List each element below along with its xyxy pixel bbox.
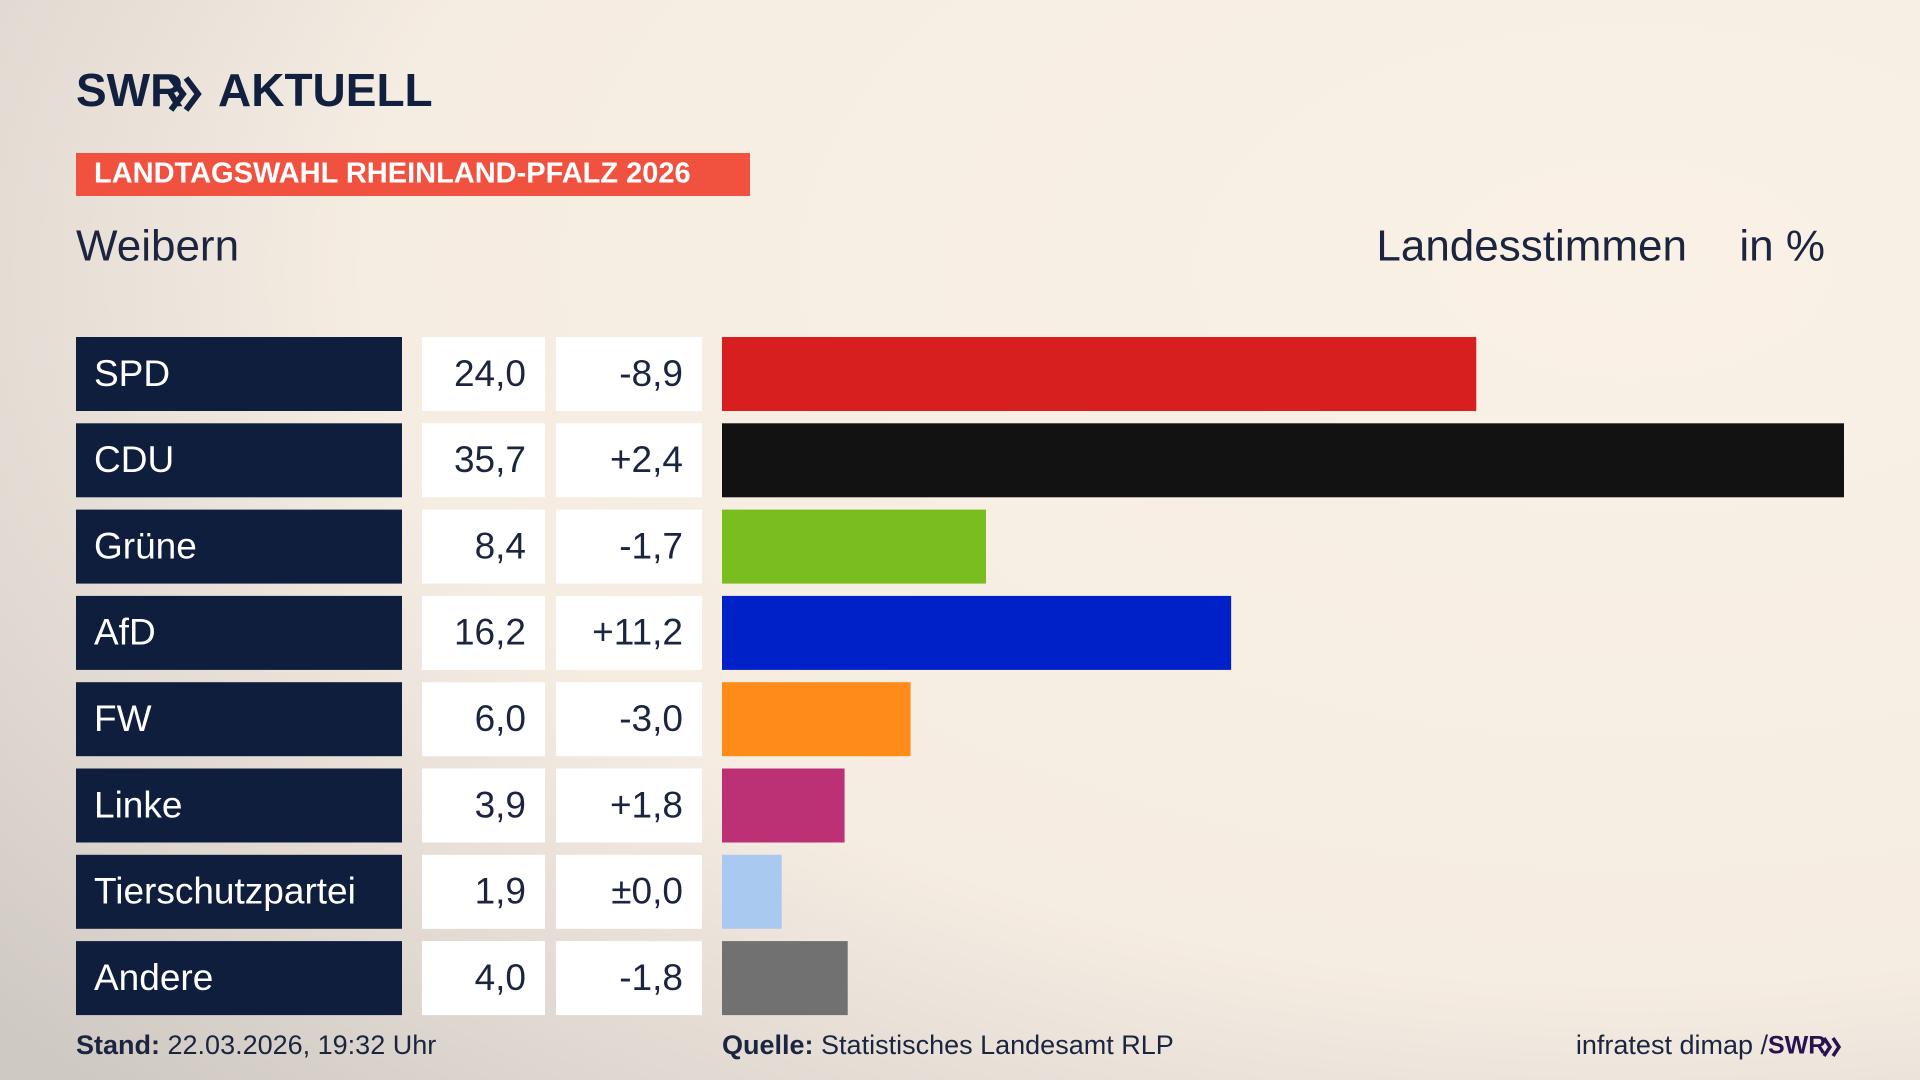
party-box — [76, 854, 402, 929]
bar — [722, 595, 1232, 670]
footer-stand: Stand: 22.03.2026, 19:32 Uhr — [76, 1030, 436, 1060]
change-box — [556, 941, 702, 1016]
party-name: Andere — [94, 957, 213, 998]
bar — [722, 509, 986, 584]
value-box — [422, 682, 545, 757]
value-label: 24,0 — [454, 353, 526, 394]
value-label: 1,9 — [475, 871, 526, 912]
change-box — [556, 337, 702, 411]
change-box — [556, 423, 702, 498]
change-box — [556, 509, 702, 584]
party-name: FW — [94, 698, 152, 739]
value-box — [422, 595, 545, 670]
badge-text: LANDTAGSWAHL RHEINLAND-PFALZ 2026 — [94, 158, 691, 190]
change-box — [556, 768, 702, 843]
change-label: -8,9 — [619, 353, 683, 394]
value-label: 35,7 — [454, 439, 526, 480]
logo-chevrons — [168, 76, 202, 112]
value-box — [422, 941, 545, 1016]
measure: Landesstimmen — [1376, 222, 1687, 271]
change-label: +2,4 — [610, 439, 683, 480]
bar — [722, 337, 1477, 411]
value-box — [422, 768, 545, 843]
bar — [722, 423, 1844, 498]
credit: infratest dimap / — [1576, 1030, 1769, 1060]
party-name: AfD — [94, 612, 156, 653]
change-label: -1,8 — [619, 957, 683, 998]
source: Statistisches Landesamt RLP — [821, 1030, 1174, 1060]
bar — [722, 854, 782, 929]
bar — [722, 682, 911, 757]
rows: SPD 24,0 -8,9 CDU 35,7 +2,4 Grüne 8,4 -1,7 AfD 16,… — [76, 337, 1844, 1016]
credit-chevrons — [1822, 1037, 1842, 1057]
bar — [722, 768, 845, 843]
footer-source: Quelle: Statistisches Landesamt RLP — [722, 1030, 1174, 1060]
value-box — [422, 854, 545, 929]
value-label: 8,4 — [475, 525, 526, 566]
party-name: CDU — [94, 439, 174, 480]
bar — [722, 941, 848, 1016]
change-label: ±0,0 — [611, 871, 683, 912]
logo-brand: SWR — [76, 64, 183, 116]
credit-brand: SWR — [1768, 1032, 1826, 1060]
source-label: Quelle: — [722, 1030, 814, 1060]
unit: in % — [1739, 222, 1825, 271]
stand-label: Stand: — [76, 1030, 160, 1060]
change-label: +1,8 — [610, 784, 683, 825]
party-box — [76, 595, 402, 670]
change-box — [556, 682, 702, 757]
change-box — [556, 595, 702, 670]
party-box — [76, 337, 402, 411]
party-box — [76, 509, 402, 584]
logo-title: AKTUELL — [218, 64, 433, 116]
party-box — [76, 768, 402, 843]
location: Weibern — [76, 222, 239, 271]
badge — [76, 153, 750, 196]
change-label: -1,7 — [619, 525, 683, 566]
party-name: Linke — [94, 784, 182, 825]
change-box — [556, 854, 702, 929]
party-box — [76, 682, 402, 757]
value-box — [422, 337, 545, 411]
party-box — [76, 423, 402, 498]
value-box — [422, 509, 545, 584]
party-name: Tierschutzpartei — [94, 871, 356, 912]
change-label: +11,2 — [592, 612, 683, 653]
value-label: 4,0 — [475, 957, 526, 998]
change-label: -3,0 — [619, 698, 683, 739]
party-name: SPD — [94, 353, 170, 394]
stand: 22.03.2026, 19:32 Uhr — [168, 1030, 437, 1060]
value-label: 16,2 — [454, 612, 526, 653]
party-box — [76, 941, 402, 1016]
party-name: Grüne — [94, 525, 197, 566]
value-label: 3,9 — [475, 784, 526, 825]
value-label: 6,0 — [475, 698, 526, 739]
value-box — [422, 423, 545, 498]
